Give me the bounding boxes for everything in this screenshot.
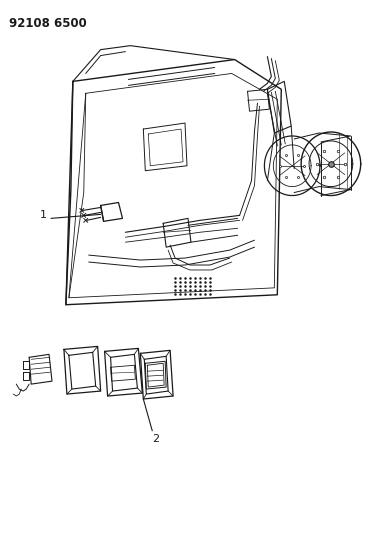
Text: 2: 2	[152, 434, 159, 443]
Text: 1: 1	[39, 211, 46, 220]
Text: 92108 6500: 92108 6500	[9, 17, 87, 30]
